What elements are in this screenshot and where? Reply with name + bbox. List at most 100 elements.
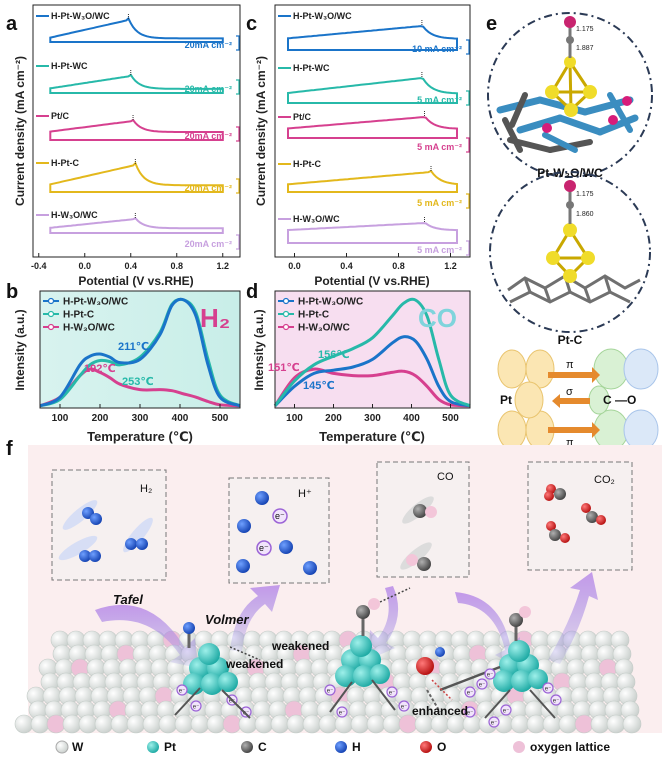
surface-electron [464, 706, 476, 718]
surface-w-atom [590, 714, 610, 734]
co-adsorb-arrow [368, 586, 399, 660]
co-box [376, 461, 470, 578]
pt-site-3 [493, 606, 548, 692]
cv-c-series-name: H-Pt-WC [293, 63, 330, 73]
surface-oxygen-lattice-atom [574, 714, 594, 734]
surface-electron-label: e⁻ [179, 689, 186, 695]
cv-a-scale-bar [236, 79, 240, 95]
surface-electron-label: e⁻ [229, 699, 236, 705]
tpd-b-ylabel: Intensity (a.u.) [13, 309, 27, 390]
legend-o-dot [420, 741, 432, 753]
tpd-b-gas-title: H₂ [200, 303, 230, 333]
co2-out-arrow [548, 572, 598, 664]
tpd-b-tick-label: 200 [92, 413, 109, 424]
electron-flow-arrow [371, 679, 396, 711]
cv-c-scale-bar [466, 193, 470, 209]
surface-w-atom [190, 714, 210, 734]
h2-molecules [58, 500, 153, 562]
tpd-d-line [273, 297, 471, 408]
surface-electron [476, 678, 488, 690]
surface-w-atom [558, 714, 578, 734]
dft-circle-1 [487, 12, 653, 178]
box-co2-label: CO₂ [594, 474, 615, 486]
tpd-b-tick-label: 500 [212, 413, 229, 424]
surface-electron [190, 700, 202, 712]
legend-h-dot [335, 741, 347, 753]
tpd-d-legend-marker [282, 310, 290, 318]
tpd-b-annot-192: 192℃ [84, 363, 116, 375]
surface-w-atom [350, 714, 370, 734]
dft-label-1: Pt-W₃O/WC [537, 166, 603, 180]
cv-a-scale-bar [236, 35, 240, 51]
cv-a-scale-bar [236, 234, 240, 250]
tpd-b-tick-label: 100 [52, 413, 69, 424]
tpd-d-gas-title: CO [418, 303, 457, 333]
cv-c-curve [287, 116, 458, 139]
electron-flow-arrow [484, 689, 511, 719]
surface-electron [488, 716, 500, 728]
panel-label-c: c [246, 13, 257, 35]
cv-a-scale-label: 20mA cm⁻² [185, 131, 232, 141]
surface-electron [484, 668, 496, 680]
surface-electron-label: e⁻ [401, 705, 408, 711]
electron-flow-arrow [174, 687, 201, 716]
surface-w-atom [286, 714, 306, 734]
cv-a-tick-label: 0.8 [170, 261, 183, 271]
legend-olattice: oxygen lattice [530, 740, 610, 754]
tpd-panel-d: 100 200 300 400 500 CO H-Pt-W₃O/WC H-Pt-C H-W₃… [252, 290, 471, 444]
box-hplus-label: H⁺ [298, 488, 312, 500]
surface-w-atom [126, 714, 146, 734]
surface-w-atom [78, 714, 98, 734]
cv-a-curve [49, 16, 224, 43]
tpd-d-tick-label: 400 [403, 413, 420, 424]
orbital-pt-label: Pt [500, 393, 512, 407]
surface-w-atom [318, 714, 338, 734]
weakened-label-2: weakened [271, 639, 329, 653]
tpd-d-tick-label: 300 [364, 413, 381, 424]
dft-panel-e: 1.175 1.887 Pt-W₃O/WC 1.175 1.860 Pt-C [487, 12, 659, 451]
surface-electron-label: e⁻ [389, 691, 396, 697]
orbital-pi-bottom: π [566, 437, 574, 449]
cv-a-scale-bar [236, 178, 240, 194]
cv-c-tick-label: 0.8 [392, 261, 405, 271]
axes-frame-c [274, 4, 471, 258]
cv-c-scale-label: 10 mA cm⁻² [412, 44, 462, 54]
tpd-b-legend-marker [47, 310, 55, 318]
panel-label-b: b [6, 281, 18, 303]
tpd-b-legend-label: H-Pt-C [63, 310, 94, 321]
legend-w: W [72, 740, 84, 754]
cv-c-scale-label: 5 mA cm⁻² [417, 95, 462, 105]
legend-h: H [352, 740, 361, 754]
surface-electron [240, 706, 252, 718]
hplus-content [236, 491, 317, 575]
cv-c-scale-bar [466, 39, 470, 55]
surface-w-atom [302, 714, 322, 734]
surface-electron-label: e⁻ [503, 709, 510, 715]
surface-electron [386, 686, 398, 698]
surface-w-atom [206, 714, 226, 734]
surface-electron-label: e⁻ [193, 705, 200, 711]
surface-electron-label: e⁻ [553, 699, 560, 705]
surface-w-atom [174, 714, 194, 734]
surface-electron [176, 684, 188, 696]
tpd-d-ylabel: Intensity (a.u.) [252, 309, 266, 390]
tpd-d-legend-marker [282, 297, 290, 305]
tpd-d-tick-label: 200 [325, 413, 342, 424]
scheme-panel-f: H₂ H⁺ CO CO₂ e⁻ e⁻ [14, 445, 662, 754]
electron-flow-arrow [329, 681, 353, 713]
surface-w-atom [30, 714, 50, 734]
dft-dist-1a: 1.175 [576, 26, 594, 33]
co2-box [527, 461, 633, 571]
box-co-label: CO [437, 471, 454, 483]
cv-a-ylabel: Current density (mA cm⁻²) [13, 56, 27, 206]
cv-c-scale-bar [466, 240, 470, 256]
weakened-label-1: weakened [225, 657, 283, 671]
dft-dist-2a: 1.175 [576, 191, 594, 198]
cv-a-curve [49, 73, 224, 94]
surface-electron [336, 706, 348, 718]
tpd-b-legend-label: H-Pt-W₃O/WC [63, 297, 128, 308]
surface-electron [542, 682, 554, 694]
tpd-panel-b: 100 200 300 400 500 H₂ H-Pt-W₃O/WC H-Pt-C H-W₃… [13, 290, 241, 444]
surface-electron-label: e⁻ [545, 687, 552, 693]
